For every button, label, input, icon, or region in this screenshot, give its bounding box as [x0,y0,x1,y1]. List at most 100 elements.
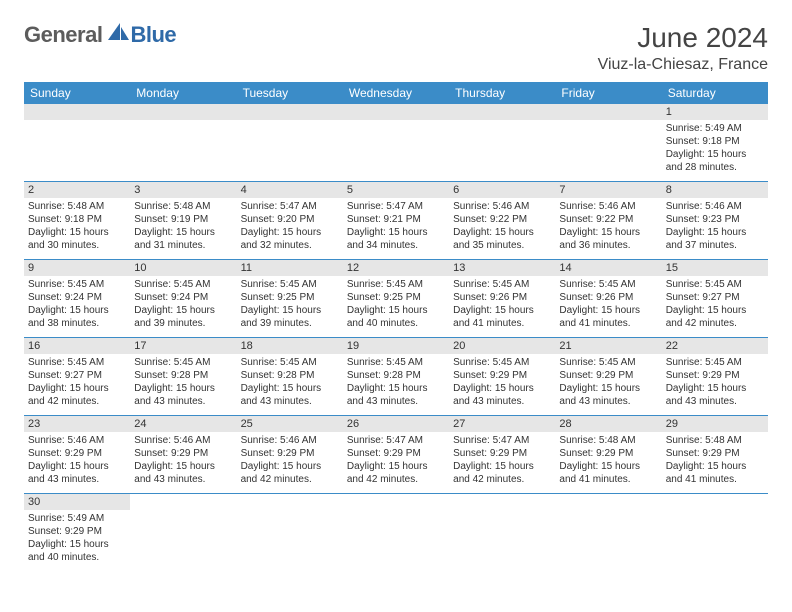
month-title: June 2024 [598,22,768,54]
weekday-label: Sunday [24,82,130,104]
day-number: 6 [449,182,555,198]
calendar-cell: 9 Sunrise: 5:45 AMSunset: 9:24 PMDaylight… [24,260,130,338]
calendar-cell: 17 Sunrise: 5:45 AMSunset: 9:28 PMDayligh… [130,338,236,416]
day-number: 1 [662,104,768,120]
day-info: Sunrise: 5:48 AMSunset: 9:18 PMDaylight:… [28,200,126,252]
day-number: 21 [555,338,661,354]
day-number: 10 [130,260,236,276]
calendar-cell: 28Sunrise: 5:48 AMSunset: 9:29 PMDayligh… [555,416,661,494]
calendar-cell-empty [449,494,555,572]
weekday-label: Saturday [662,82,768,104]
day-info: Sunrise: 5:47 AMSunset: 9:21 PMDaylight:… [347,200,445,252]
calendar-row: 2Sunrise: 5:48 AMSunset: 9:18 PMDaylight… [24,182,768,260]
weekday-label: Thursday [449,82,555,104]
day-number: 13 [449,260,555,276]
day-number-empty [449,104,555,120]
calendar-cell: 15 Sunrise: 5:45 AMSunset: 9:27 PMDayligh… [662,260,768,338]
day-number-empty [237,104,343,120]
title-block: June 2024 Viuz-la-Chiesaz, France [598,22,768,74]
calendar-cell-empty [237,104,343,182]
calendar-cell: 2Sunrise: 5:48 AMSunset: 9:18 PMDaylight… [24,182,130,260]
calendar-cell: 11 Sunrise: 5:45 AMSunset: 9:25 PMDayligh… [237,260,343,338]
calendar-cell: 8 Sunrise: 5:46 AMSunset: 9:23 PMDaylight… [662,182,768,260]
day-number: 7 [555,182,661,198]
brand-part2: Blue [130,22,176,48]
day-number: 29 [662,416,768,432]
calendar-cell-empty [343,494,449,572]
day-info: Sunrise: 5:46 AMSunset: 9:22 PMDaylight:… [453,200,551,252]
day-number: 8 [662,182,768,198]
calendar-row: 23 Sunrise: 5:46 AMSunset: 9:29 PMDayligh… [24,416,768,494]
day-info: Sunrise: 5:49 AMSunset: 9:18 PMDaylight:… [666,122,764,174]
weekday-header: SundayMondayTuesdayWednesdayThursdayFrid… [24,82,768,104]
calendar-row: 1 Sunrise: 5:49 AMSunset: 9:18 PMDaylight… [24,104,768,182]
day-info: Sunrise: 5:47 AMSunset: 9:29 PMDaylight:… [453,434,551,486]
day-info: Sunrise: 5:45 AMSunset: 9:28 PMDaylight:… [347,356,445,408]
day-number: 16 [24,338,130,354]
calendar-cell: 25 Sunrise: 5:46 AMSunset: 9:29 PMDayligh… [237,416,343,494]
day-info: Sunrise: 5:48 AMSunset: 9:19 PMDaylight:… [134,200,232,252]
calendar-cell: 26Sunrise: 5:47 AMSunset: 9:29 PMDayligh… [343,416,449,494]
calendar-row: 16 Sunrise: 5:45 AMSunset: 9:27 PMDayligh… [24,338,768,416]
day-number: 28 [555,416,661,432]
calendar-cell: 10Sunrise: 5:45 AMSunset: 9:24 PMDayligh… [130,260,236,338]
day-number: 22 [662,338,768,354]
day-info: Sunrise: 5:45 AMSunset: 9:29 PMDaylight:… [453,356,551,408]
day-info: Sunrise: 5:49 AMSunset: 9:29 PMDaylight:… [28,512,126,564]
day-number-empty [555,104,661,120]
calendar-cell: 24Sunrise: 5:46 AMSunset: 9:29 PMDayligh… [130,416,236,494]
day-number: 12 [343,260,449,276]
day-info: Sunrise: 5:46 AMSunset: 9:23 PMDaylight:… [666,200,764,252]
day-info: Sunrise: 5:46 AMSunset: 9:29 PMDaylight:… [241,434,339,486]
calendar-body: 1 Sunrise: 5:49 AMSunset: 9:18 PMDaylight… [24,104,768,572]
day-number: 18 [237,338,343,354]
day-info: Sunrise: 5:45 AMSunset: 9:26 PMDaylight:… [453,278,551,330]
day-info: Sunrise: 5:45 AMSunset: 9:27 PMDaylight:… [28,356,126,408]
day-number-empty [343,104,449,120]
day-number: 5 [343,182,449,198]
header: General Blue June 2024 Viuz-la-Chiesaz, … [24,22,768,74]
calendar-cell: 3 Sunrise: 5:48 AMSunset: 9:19 PMDaylight… [130,182,236,260]
calendar-cell: 23Sunrise: 5:46 AMSunset: 9:29 PMDayligh… [24,416,130,494]
day-number: 3 [130,182,236,198]
day-number: 9 [24,260,130,276]
calendar-cell: 21 Sunrise: 5:45 AMSunset: 9:29 PMDayligh… [555,338,661,416]
day-info: Sunrise: 5:48 AMSunset: 9:29 PMDaylight:… [666,434,764,486]
calendar-cell: 5 Sunrise: 5:47 AMSunset: 9:21 PMDaylight… [343,182,449,260]
sail-icon [108,23,130,44]
calendar-cell: 4 Sunrise: 5:47 AMSunset: 9:20 PMDaylight… [237,182,343,260]
calendar-cell: 30Sunrise: 5:49 AMSunset: 9:29 PMDayligh… [24,494,130,572]
day-info: Sunrise: 5:47 AMSunset: 9:20 PMDaylight:… [241,200,339,252]
calendar-cell: 16 Sunrise: 5:45 AMSunset: 9:27 PMDayligh… [24,338,130,416]
location-subtitle: Viuz-la-Chiesaz, France [598,56,768,74]
day-number: 20 [449,338,555,354]
day-number: 15 [662,260,768,276]
day-number: 19 [343,338,449,354]
calendar-cell: 13 Sunrise: 5:45 AMSunset: 9:26 PMDayligh… [449,260,555,338]
day-info: Sunrise: 5:45 AMSunset: 9:29 PMDaylight:… [666,356,764,408]
day-number: 17 [130,338,236,354]
calendar-cell: 22 Sunrise: 5:45 AMSunset: 9:29 PMDayligh… [662,338,768,416]
day-info: Sunrise: 5:45 AMSunset: 9:28 PMDaylight:… [134,356,232,408]
day-info: Sunrise: 5:45 AMSunset: 9:29 PMDaylight:… [559,356,657,408]
day-number: 26 [343,416,449,432]
calendar-row: 30Sunrise: 5:49 AMSunset: 9:29 PMDayligh… [24,494,768,572]
day-number: 25 [237,416,343,432]
day-number: 4 [237,182,343,198]
weekday-label: Tuesday [237,82,343,104]
calendar-cell: 27Sunrise: 5:47 AMSunset: 9:29 PMDayligh… [449,416,555,494]
day-info: Sunrise: 5:45 AMSunset: 9:27 PMDaylight:… [666,278,764,330]
day-info: Sunrise: 5:45 AMSunset: 9:25 PMDaylight:… [241,278,339,330]
day-number-empty [130,104,236,120]
day-number: 23 [24,416,130,432]
weekday-label: Wednesday [343,82,449,104]
day-info: Sunrise: 5:45 AMSunset: 9:25 PMDaylight:… [347,278,445,330]
day-info: Sunrise: 5:45 AMSunset: 9:26 PMDaylight:… [559,278,657,330]
weekday-label: Friday [555,82,661,104]
day-info: Sunrise: 5:45 AMSunset: 9:24 PMDaylight:… [28,278,126,330]
calendar-cell: 14Sunrise: 5:45 AMSunset: 9:26 PMDayligh… [555,260,661,338]
calendar-cell-empty [555,494,661,572]
calendar-cell-empty [130,104,236,182]
day-number: 11 [237,260,343,276]
weekday-label: Monday [130,82,236,104]
